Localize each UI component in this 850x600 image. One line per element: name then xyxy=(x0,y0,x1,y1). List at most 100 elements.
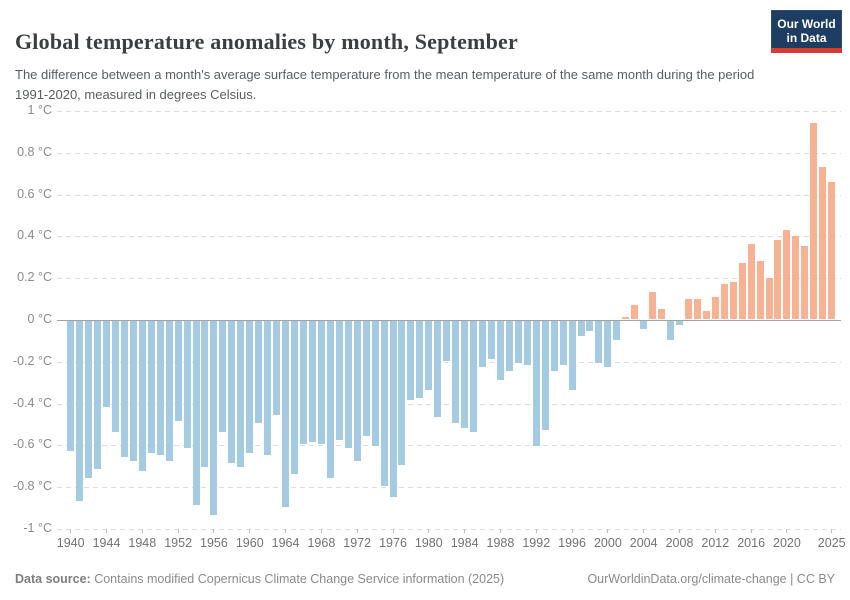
bar-2024[interactable] xyxy=(819,166,827,320)
bar-1984[interactable] xyxy=(461,321,469,428)
x-axis-tick xyxy=(249,529,251,533)
bar-1945[interactable] xyxy=(111,321,119,432)
bar-1968[interactable] xyxy=(317,321,325,445)
x-axis-tick-label: 1984 xyxy=(450,536,479,550)
bar-1951[interactable] xyxy=(165,321,173,462)
bar-1988[interactable] xyxy=(496,321,504,380)
bar-1957[interactable] xyxy=(219,321,227,432)
bar-2022[interactable] xyxy=(801,246,809,320)
y-axis-tick-label: -0.6 °C xyxy=(12,437,52,452)
bar-1970[interactable] xyxy=(335,321,343,441)
bar-2002[interactable] xyxy=(622,317,630,320)
bar-1961[interactable] xyxy=(255,321,263,424)
bar-1969[interactable] xyxy=(326,321,334,478)
bar-1993[interactable] xyxy=(541,321,549,430)
bar-2013[interactable] xyxy=(720,283,728,320)
bar-1948[interactable] xyxy=(138,321,146,472)
bar-1949[interactable] xyxy=(147,321,155,453)
chart-subtitle: The difference between a month's average… xyxy=(15,67,755,102)
bar-1999[interactable] xyxy=(595,321,603,363)
y-axis-tick-label: -0.2 °C xyxy=(12,353,52,368)
bar-1990[interactable] xyxy=(514,321,522,363)
bar-2010[interactable] xyxy=(693,298,701,320)
bar-1973[interactable] xyxy=(362,321,370,436)
bar-2016[interactable] xyxy=(747,244,755,320)
bar-2008[interactable] xyxy=(676,321,683,326)
bar-2011[interactable] xyxy=(702,311,710,320)
bar-1996[interactable] xyxy=(568,321,576,390)
bar-1950[interactable] xyxy=(156,321,164,455)
bar-2017[interactable] xyxy=(756,260,764,320)
bar-2012[interactable] xyxy=(711,296,719,320)
x-axis-tick-label: 1940 xyxy=(56,536,85,550)
bar-1975[interactable] xyxy=(380,321,388,487)
bar-2015[interactable] xyxy=(738,263,746,320)
bar-1964[interactable] xyxy=(282,321,290,507)
bar-1941[interactable] xyxy=(76,321,84,501)
bar-2004[interactable] xyxy=(640,321,648,330)
bar-1962[interactable] xyxy=(264,321,272,455)
bar-2005[interactable] xyxy=(649,292,657,320)
bar-1978[interactable] xyxy=(407,321,415,401)
bar-1946[interactable] xyxy=(120,321,128,457)
owid-logo[interactable]: Our World in Data xyxy=(771,10,842,53)
bar-1944[interactable] xyxy=(103,321,110,407)
bar-1953[interactable] xyxy=(183,321,191,449)
page-title: Global temperature anomalies by month, S… xyxy=(15,28,518,54)
bar-1994[interactable] xyxy=(550,321,558,372)
bar-1971[interactable] xyxy=(344,321,352,449)
bar-2007[interactable] xyxy=(667,321,675,340)
bar-1965[interactable] xyxy=(291,321,299,474)
bar-1989[interactable] xyxy=(505,321,513,372)
bar-1947[interactable] xyxy=(129,321,137,462)
bar-2023[interactable] xyxy=(810,123,818,320)
bar-1954[interactable] xyxy=(192,321,200,505)
bar-1942[interactable] xyxy=(85,321,93,478)
bar-2018[interactable] xyxy=(765,277,773,320)
bar-1959[interactable] xyxy=(237,321,245,468)
bar-1979[interactable] xyxy=(416,321,424,399)
bar-1986[interactable] xyxy=(479,321,487,367)
bar-1976[interactable] xyxy=(389,321,397,497)
bar-1960[interactable] xyxy=(246,321,254,453)
bar-2025[interactable] xyxy=(828,181,836,320)
bar-1982[interactable] xyxy=(443,321,451,361)
bar-1974[interactable] xyxy=(371,321,379,447)
bar-1940[interactable] xyxy=(67,321,75,451)
bar-1956[interactable] xyxy=(210,321,218,516)
bar-2006[interactable] xyxy=(658,309,666,320)
bar-1955[interactable] xyxy=(201,321,209,468)
bar-1998[interactable] xyxy=(586,321,594,332)
bar-1995[interactable] xyxy=(559,321,567,365)
x-axis-tick xyxy=(571,529,573,533)
x-axis-tick xyxy=(499,529,501,533)
owid-citation-link[interactable]: OurWorldinData.org/climate-change | CC B… xyxy=(587,572,835,586)
bar-2019[interactable] xyxy=(774,240,782,320)
bar-1983[interactable] xyxy=(452,321,460,424)
bar-1972[interactable] xyxy=(353,321,361,462)
bar-1943[interactable] xyxy=(94,321,102,470)
bar-1958[interactable] xyxy=(228,321,236,464)
bar-1985[interactable] xyxy=(470,321,478,432)
bar-1967[interactable] xyxy=(308,321,316,443)
bar-1977[interactable] xyxy=(398,321,406,466)
x-axis-tick xyxy=(177,529,179,533)
bar-1991[interactable] xyxy=(523,321,531,365)
bar-2001[interactable] xyxy=(613,321,621,340)
bar-1966[interactable] xyxy=(299,321,307,445)
bar-2000[interactable] xyxy=(604,321,612,367)
bar-2009[interactable] xyxy=(684,298,692,320)
bar-1980[interactable] xyxy=(425,321,433,390)
x-axis-tick-label: 2000 xyxy=(593,536,622,550)
bar-2021[interactable] xyxy=(792,235,800,320)
bar-2014[interactable] xyxy=(729,281,737,320)
bar-1952[interactable] xyxy=(174,321,182,422)
bar-2020[interactable] xyxy=(783,229,791,320)
gridline xyxy=(57,194,841,196)
bar-1987[interactable] xyxy=(487,321,495,359)
bar-1963[interactable] xyxy=(273,321,281,416)
bar-1992[interactable] xyxy=(532,321,540,447)
bar-2003[interactable] xyxy=(631,304,639,320)
bar-1981[interactable] xyxy=(434,321,442,418)
bar-1997[interactable] xyxy=(577,321,585,336)
